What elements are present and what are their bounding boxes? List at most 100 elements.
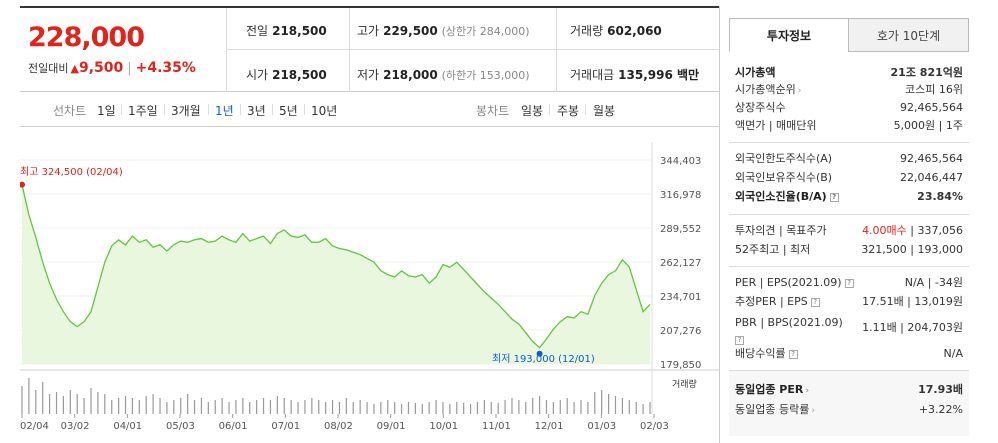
help-icon[interactable]: ? [810,297,820,307]
help-icon[interactable]: ? [829,192,839,202]
volume-bar [111,400,113,414]
sector-per-row[interactable]: 동일업종 PER › 17.93배 [735,383,963,396]
foreign-rate-row: 외국인소진율(B/A)? 23.84% [735,190,963,203]
volume-bar [338,402,341,414]
y-tick-label: 344,403 [660,156,701,167]
divider [304,104,305,115]
volume-bar [607,394,610,414]
volume-bar [35,390,37,414]
volume-bar [601,390,603,414]
volume-bar [152,394,154,414]
volume-bar [497,402,499,414]
volume-bar [359,400,361,414]
volume-bar [442,402,444,414]
volume-bar [545,400,548,414]
volume-bar [373,404,375,414]
line-chart-label: 선차트 [53,104,87,118]
volume-bars [21,378,651,414]
volume-bar [166,402,168,414]
help-icon[interactable]: ? [735,335,744,345]
volume-bar [559,400,561,414]
volume-bar [276,396,278,414]
volume-bar [414,402,416,414]
volume-bar [200,398,203,414]
candle-monthly[interactable]: 월봉 [593,104,616,118]
volume-bar [138,400,140,414]
volume-bar [69,390,71,414]
x-tick-label: 09/01 [377,421,406,432]
volume-bar [407,402,410,414]
trade-amount: 거래대금 135,996 백만 [570,68,700,82]
y-tick-label: 234,701 [660,292,701,303]
dividend-row: 배당수익률? N/A [735,347,963,360]
volume-bar [614,396,617,414]
volume-bar [304,400,306,414]
volume-bar [476,402,479,414]
volume-bar [311,398,313,414]
volume-bar [511,398,513,414]
volume-bar [242,398,244,414]
period-3m[interactable]: 3개월 [171,104,201,118]
volume-bar [97,392,99,414]
volume-bar [400,404,403,414]
pbr-row: PBR | BPS(2021.09)? 1.11배 | 204,703원 [735,316,963,345]
change-divider: | [127,61,132,76]
high-price: 고가 229,500 (상한가 284,000) [357,24,530,38]
open-price: 시가 218,500 [246,68,327,82]
week52-row: 52주최고 | 최저 321,500 | 193,000 [735,243,963,256]
help-icon[interactable]: ? [844,278,854,288]
period-1w[interactable]: 1주일 [128,104,158,118]
candle-weekly[interactable]: 주봉 [557,104,580,118]
sector-rate-row[interactable]: 동일업종 등락률 › +3.22% [735,403,963,416]
volume-bar [573,402,575,414]
y-axis-ticks: 344,403 316,978 289,552 262,127 234,701 207,2… [660,156,701,371]
volume-bar [118,398,120,414]
period-1d[interactable]: 1일 [97,104,116,118]
x-tick-label: 08/02 [324,421,353,432]
x-tick-label: 11/01 [482,421,511,432]
divider [240,104,241,115]
volume-bar [538,396,541,414]
volume-bar [552,402,554,414]
volume-bar [525,402,527,414]
volume-bar [207,402,209,414]
listed-shares-row: 상장주식수 92,465,564 [735,101,963,114]
price-line [21,184,651,349]
volume-bar [256,400,258,414]
panel-divider [719,6,720,443]
candle-daily[interactable]: 일봉 [521,104,544,118]
x-tick-label: 03/02 [61,421,90,432]
tab-order-book[interactable]: 호가 10단계 [848,18,969,52]
chevron-right-icon: › [811,406,815,416]
volume-bar [76,394,78,414]
period-10y[interactable]: 10년 [311,104,338,118]
volume-label: 거래량 [672,378,697,390]
volume-bar [221,398,223,414]
divider [585,104,586,115]
low-price-annotation: 최저 193,000 (12/01) [492,353,595,365]
price-change: 전일대비 ▲9,500 | +4.35% [28,60,196,76]
change-amount: 9,500 [78,60,124,76]
period-3y[interactable]: 3년 [247,104,266,118]
divider [729,214,969,215]
help-icon[interactable]: ? [788,349,798,359]
period-5y[interactable]: 5년 [279,104,298,118]
volume-bar [504,400,506,414]
volume-bar [290,400,292,414]
face-value-row: 액면가 | 매매단위 5,000원 | 1주 [735,119,963,132]
tab-invest-info[interactable]: 투자정보 [729,18,849,52]
market-cap-rank-row[interactable]: 시가총액순위 › 코스피 16위 [735,83,963,96]
volume-bar [621,398,623,414]
divider [226,8,227,92]
period-1y[interactable]: 1년 [215,104,234,118]
estimated-per-row: 추정PER | EPS? 17.51배 | 13,019원 [735,295,963,308]
volume-bar [421,404,423,414]
low-marker [536,350,543,357]
volume-bar [490,402,492,414]
volume-bar [532,398,534,414]
volume-bar [318,400,320,414]
volume-bar [394,402,396,414]
y-tick-label: 316,978 [660,190,701,201]
price-area [22,184,650,364]
divider [121,104,122,115]
